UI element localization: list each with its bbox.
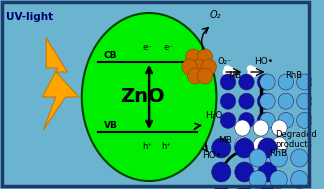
Circle shape	[220, 112, 236, 128]
Circle shape	[260, 112, 275, 128]
Circle shape	[212, 186, 231, 189]
Circle shape	[235, 139, 250, 155]
Ellipse shape	[82, 13, 216, 181]
Circle shape	[297, 74, 312, 90]
Circle shape	[235, 137, 250, 153]
Circle shape	[220, 93, 236, 109]
Circle shape	[235, 186, 254, 189]
Circle shape	[291, 149, 308, 167]
Text: UV-light: UV-light	[6, 12, 53, 22]
Text: Degraded
products: Degraded products	[275, 130, 317, 149]
Circle shape	[272, 137, 287, 153]
Circle shape	[191, 59, 207, 75]
Text: RhB: RhB	[269, 149, 287, 158]
Circle shape	[188, 68, 203, 84]
Circle shape	[197, 68, 213, 84]
Circle shape	[278, 112, 294, 128]
Circle shape	[186, 49, 201, 65]
Text: RhB: RhB	[285, 71, 302, 80]
Circle shape	[297, 112, 312, 128]
Circle shape	[239, 112, 254, 128]
Text: O₂⁻: O₂⁻	[217, 57, 232, 66]
Circle shape	[272, 139, 287, 155]
Circle shape	[239, 93, 254, 109]
Text: HO•: HO•	[254, 57, 273, 66]
Circle shape	[260, 93, 275, 109]
Circle shape	[257, 93, 272, 109]
Circle shape	[257, 112, 272, 128]
Circle shape	[253, 137, 269, 153]
Circle shape	[257, 74, 272, 90]
Text: HO•: HO•	[202, 151, 221, 160]
Circle shape	[270, 149, 287, 167]
Circle shape	[297, 93, 312, 109]
Circle shape	[235, 162, 254, 182]
Circle shape	[182, 59, 197, 75]
Circle shape	[235, 120, 250, 136]
Text: VB: VB	[104, 121, 118, 130]
Polygon shape	[42, 38, 79, 130]
Text: ZnO: ZnO	[120, 88, 165, 106]
Circle shape	[253, 139, 269, 155]
Circle shape	[272, 120, 287, 136]
Text: H₂O: H₂O	[205, 111, 222, 120]
Circle shape	[212, 162, 231, 182]
Text: MB: MB	[218, 136, 232, 145]
Circle shape	[278, 74, 294, 90]
Text: h⁺: h⁺	[142, 142, 152, 151]
Circle shape	[235, 138, 254, 158]
Circle shape	[260, 74, 275, 90]
Circle shape	[253, 120, 269, 136]
Text: h⁺: h⁺	[162, 142, 171, 151]
Circle shape	[212, 138, 231, 158]
Circle shape	[249, 149, 266, 167]
Text: e⁻: e⁻	[142, 43, 152, 52]
Text: MB: MB	[228, 71, 241, 80]
Circle shape	[258, 162, 277, 182]
Circle shape	[291, 171, 308, 189]
Text: O₂: O₂	[210, 10, 221, 20]
Circle shape	[201, 59, 216, 75]
Circle shape	[249, 171, 266, 189]
Text: CB: CB	[104, 51, 117, 60]
Circle shape	[197, 49, 213, 65]
Circle shape	[278, 93, 294, 109]
Circle shape	[220, 74, 236, 90]
Text: e⁻: e⁻	[164, 43, 173, 52]
Circle shape	[270, 171, 287, 189]
Circle shape	[239, 74, 254, 90]
Circle shape	[258, 138, 277, 158]
Circle shape	[258, 186, 277, 189]
